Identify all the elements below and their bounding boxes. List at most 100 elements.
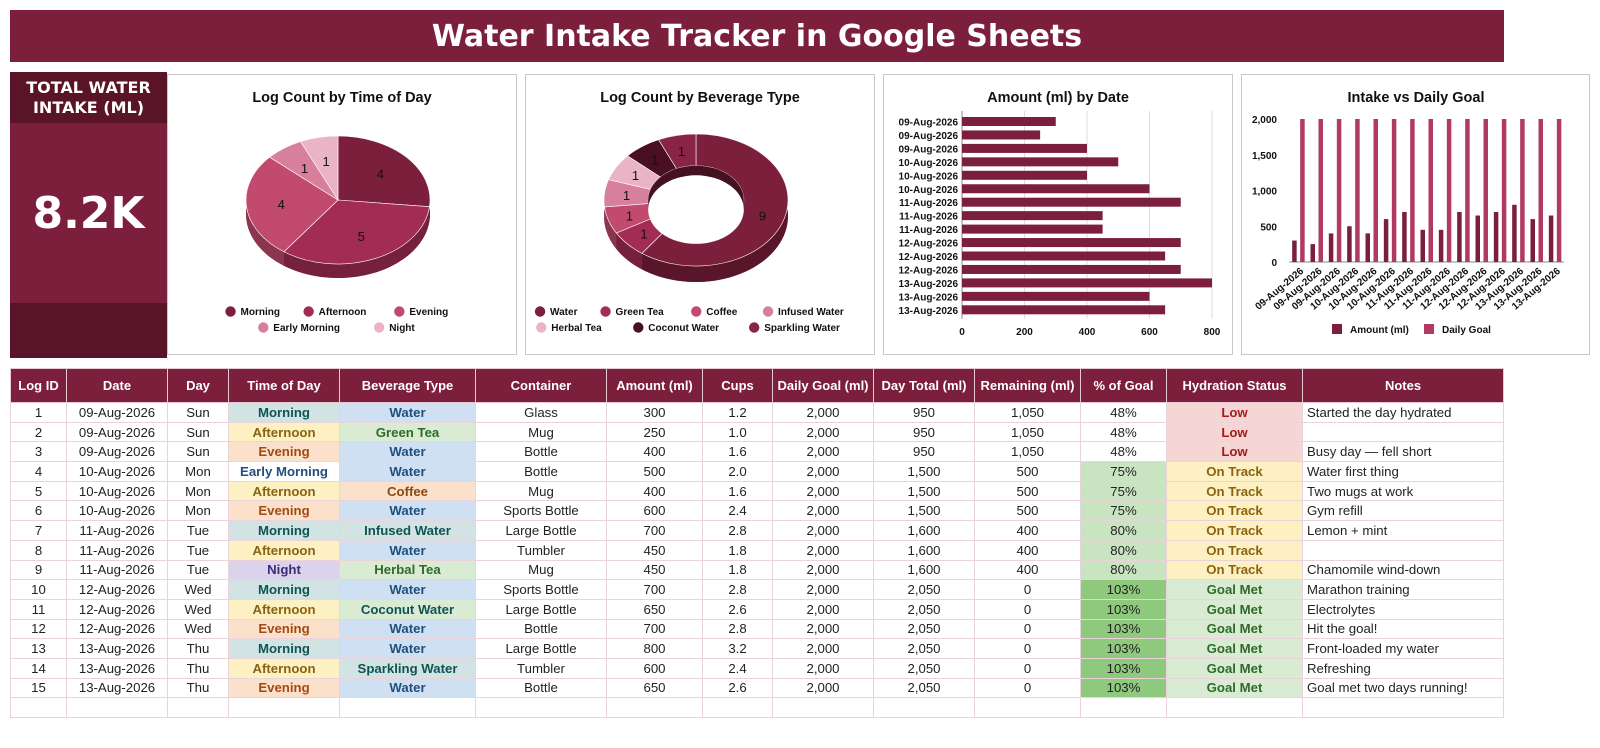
table-cell[interactable]: 700 (606, 579, 703, 600)
table-cell[interactable]: Goal met two days running! (1302, 677, 1504, 699)
table-cell[interactable]: 250 (606, 421, 703, 443)
bar-amount[interactable] (1438, 229, 1444, 262)
table-cell[interactable]: Goal Met (1166, 638, 1303, 659)
bar[interactable] (962, 117, 1056, 126)
table-cell[interactable]: Low (1166, 441, 1303, 463)
table-cell[interactable]: Mon (167, 461, 229, 482)
table-cell[interactable]: Herbal Tea (339, 559, 476, 581)
table-cell[interactable]: 10 (10, 579, 67, 600)
table-cell[interactable]: Evening (228, 677, 340, 699)
table-cell[interactable]: 2.4 (702, 657, 773, 679)
table-cell[interactable]: Morning (228, 579, 340, 600)
table-cell[interactable]: 75% (1080, 480, 1167, 502)
table-cell[interactable]: On Track (1166, 461, 1303, 482)
column-header[interactable]: Hydration Status (1166, 368, 1303, 403)
chart-beverage-type[interactable]: Log Count by Beverage Type 9 1 1 1 1 1 1 Water G… (525, 74, 875, 355)
table-cell[interactable]: Goal Met (1166, 677, 1303, 699)
table-cell[interactable]: Afternoon (228, 539, 340, 561)
table-cell[interactable]: 400 (606, 441, 703, 463)
column-header[interactable]: % of Goal (1080, 368, 1167, 403)
table-cell[interactable]: 2.4 (702, 500, 773, 522)
table-cell[interactable]: Low (1166, 402, 1303, 423)
table-cell[interactable]: Bottle (475, 677, 607, 699)
chart-intake-vs-goal[interactable]: Intake vs Daily Goal 0 500 1,000 1,500 2,000… (1241, 74, 1590, 355)
column-header[interactable]: Remaining (ml) (974, 368, 1081, 403)
table-cell[interactable]: Two mugs at work (1302, 480, 1504, 502)
table-cell[interactable]: Goal Met (1166, 598, 1303, 620)
table-cell[interactable]: 2,000 (772, 520, 874, 541)
table-cell[interactable]: 14 (10, 657, 67, 679)
table-cell[interactable]: 1,600 (873, 539, 975, 561)
table-cell[interactable] (10, 697, 67, 718)
table-cell[interactable]: 1,500 (873, 500, 975, 522)
bar[interactable] (962, 251, 1166, 261)
table-cell[interactable]: 2,050 (873, 657, 975, 679)
table-cell[interactable]: 12 (10, 618, 67, 640)
bar-daily-goal[interactable] (1336, 119, 1342, 262)
table-cell[interactable]: Tumbler (475, 657, 607, 679)
table-cell[interactable]: 950 (873, 402, 975, 423)
chart-amount-by-date[interactable]: Amount (ml) by Date 0 200 400 600 800 09-Aug-… (883, 74, 1233, 355)
table-cell[interactable]: 1,050 (974, 441, 1081, 463)
table-cell[interactable] (873, 697, 975, 718)
table-cell[interactable]: 700 (606, 520, 703, 541)
table-cell[interactable]: Sparkling Water (339, 657, 476, 679)
table-cell[interactable]: Marathon training (1302, 579, 1504, 600)
bar-amount[interactable] (1402, 211, 1407, 262)
table-cell[interactable]: 2,000 (772, 539, 874, 561)
bar-daily-goal[interactable] (1556, 119, 1562, 262)
table-cell[interactable]: Water (339, 441, 476, 463)
table-cell[interactable]: Bottle (475, 441, 607, 463)
table-cell[interactable]: 1,500 (873, 461, 975, 482)
bar[interactable] (962, 197, 1181, 207)
table-cell[interactable]: Glass (475, 402, 607, 423)
table-cell[interactable]: 13-Aug-2026 (66, 638, 168, 659)
column-header[interactable]: Cups (702, 368, 773, 403)
table-cell[interactable]: 103% (1080, 677, 1167, 699)
column-header[interactable]: Date (66, 368, 168, 403)
table-cell[interactable]: Mon (167, 480, 229, 502)
table-cell[interactable]: Bottle (475, 618, 607, 640)
table-cell[interactable]: 0 (974, 618, 1081, 640)
bar-daily-goal[interactable] (1483, 119, 1489, 262)
table-cell[interactable] (228, 697, 340, 718)
table-cell[interactable]: 950 (873, 421, 975, 443)
table-cell[interactable]: 5 (10, 480, 67, 502)
bar-daily-goal[interactable] (1318, 119, 1324, 262)
table-cell[interactable]: 2,000 (772, 657, 874, 679)
bar-daily-goal[interactable] (1355, 119, 1360, 262)
table-cell[interactable]: 09-Aug-2026 (66, 441, 168, 463)
table-cell[interactable]: 48% (1080, 402, 1167, 423)
table-cell[interactable]: Sun (167, 421, 229, 443)
table-cell[interactable]: 10-Aug-2026 (66, 500, 168, 522)
column-header[interactable]: Day (167, 368, 229, 403)
column-header[interactable]: Amount (ml) (606, 368, 703, 403)
bar[interactable] (962, 184, 1150, 194)
bar-daily-goal[interactable] (1428, 119, 1434, 262)
table-cell[interactable]: 2 (10, 421, 67, 443)
table-cell[interactable]: Coffee (339, 480, 476, 502)
table-cell[interactable] (702, 697, 773, 718)
table-cell[interactable]: Water first thing (1302, 461, 1504, 482)
column-header[interactable]: Daily Goal (ml) (772, 368, 874, 403)
bar-daily-goal[interactable] (1538, 119, 1544, 262)
table-cell[interactable]: Sun (167, 402, 229, 423)
table-cell[interactable]: On Track (1166, 500, 1303, 522)
table-cell[interactable]: 2.8 (702, 520, 773, 541)
table-cell[interactable]: 09-Aug-2026 (66, 402, 168, 423)
table-cell[interactable]: 650 (606, 598, 703, 620)
table-cell[interactable]: Wed (167, 618, 229, 640)
table-cell[interactable]: 6 (10, 500, 67, 522)
table-cell[interactable]: Afternoon (228, 657, 340, 679)
table-cell[interactable]: 103% (1080, 618, 1167, 640)
table-cell[interactable]: 48% (1080, 441, 1167, 463)
table-cell[interactable]: Tumbler (475, 539, 607, 561)
bar[interactable] (962, 143, 1087, 153)
pie-slice-night[interactable] (300, 135, 339, 202)
table-cell[interactable]: 80% (1080, 539, 1167, 561)
table-cell[interactable]: Water (339, 500, 476, 522)
table-cell[interactable]: 450 (606, 559, 703, 581)
table-cell[interactable] (339, 697, 476, 718)
table-cell[interactable]: Large Bottle (475, 520, 607, 541)
table-cell[interactable]: Sun (167, 441, 229, 463)
